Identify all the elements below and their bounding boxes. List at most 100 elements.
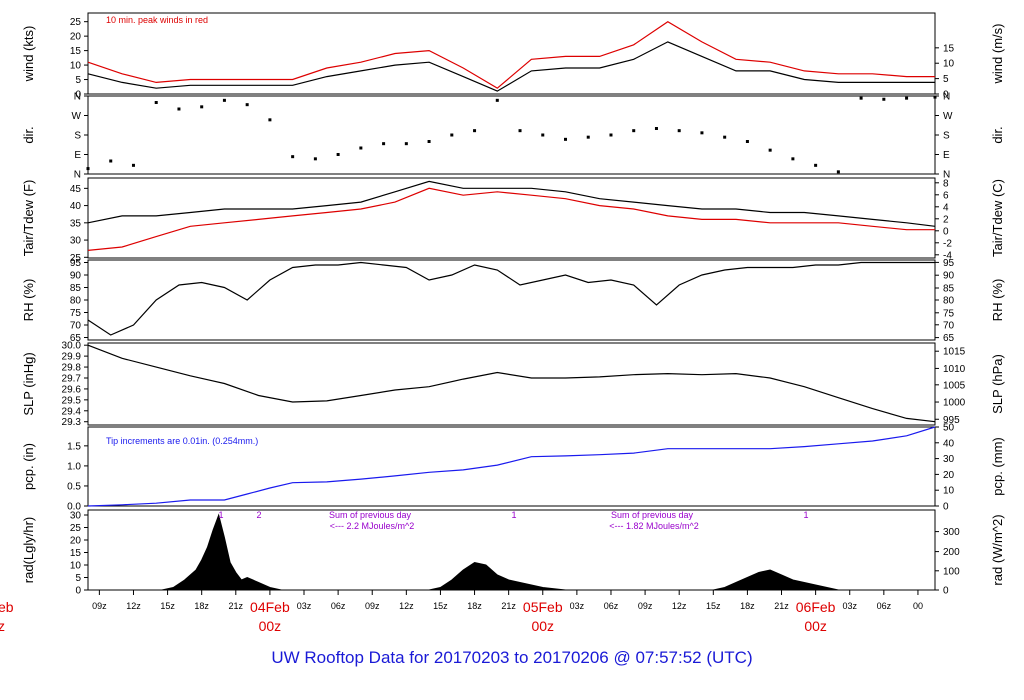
figure-title: UW Rooftop Data for 20170203 to 20170206… — [271, 648, 753, 667]
x-tick-label: 15z — [160, 601, 175, 611]
x-tick-label: 21z — [501, 601, 516, 611]
y-tick-label: S — [74, 131, 81, 142]
y-tick-label: 0.5 — [67, 481, 81, 492]
panel-frame — [87, 426, 936, 507]
y-axis-right-label: Tair/Tdew (C) — [990, 179, 1005, 257]
y-right-tick-label: 300 — [943, 527, 960, 538]
x-tick-label: 06z — [331, 601, 346, 611]
y-tick-label: 29.3 — [62, 417, 82, 428]
y-right-tick-label: 15 — [943, 43, 955, 54]
y-tick-label: 25 — [70, 253, 82, 264]
radiation-area — [88, 513, 935, 591]
x-day-sublabel: 00z — [259, 618, 282, 634]
data-point — [518, 129, 522, 133]
y-right-tick-label: 40 — [943, 438, 955, 449]
y-tick-label: N — [74, 92, 81, 103]
x-day-label: 04Feb — [250, 599, 290, 615]
y-tick-label: 29.5 — [62, 395, 82, 406]
precip-annotation: Tip increments are 0.01in. (0.254mm.) — [106, 436, 258, 446]
y-right-tick-label: W — [943, 111, 953, 122]
series-line — [87, 261, 935, 336]
y-axis-label: dir. — [21, 126, 36, 143]
data-point — [859, 96, 863, 100]
y-axis-right-label: dir. — [990, 126, 1005, 143]
x-day-sublabel: 00z — [804, 618, 827, 634]
y-right-tick-label: -4 — [943, 250, 952, 261]
x-tick-label: 03z — [842, 601, 857, 611]
y-tick-label: 29.7 — [62, 373, 82, 384]
x-tick-label: 06z — [604, 601, 619, 611]
data-point — [495, 98, 499, 102]
data-point — [836, 170, 840, 174]
y-tick-label: 40 — [70, 201, 82, 212]
x-tick-label: 21z — [229, 601, 244, 611]
y-right-tick-label: 95 — [943, 258, 955, 269]
y-tick-label: 30 — [70, 511, 82, 522]
x-tick-label: 21z — [774, 601, 789, 611]
rad-marker: 1 — [803, 510, 808, 520]
data-point — [723, 135, 727, 139]
data-point — [745, 140, 749, 143]
data-point — [291, 155, 295, 159]
series-line — [87, 344, 936, 423]
data-point — [427, 140, 431, 143]
y-right-tick-label: 100 — [943, 566, 960, 577]
y-tick-label: 65 — [70, 333, 82, 344]
y-axis-label: pcp. (in) — [21, 443, 36, 490]
y-axis-label: RH (%) — [21, 279, 36, 322]
y-right-tick-label: 20 — [943, 470, 955, 481]
wind-annotation: 10 min. peak winds in red — [106, 15, 208, 25]
y-tick-label: 25 — [70, 523, 82, 534]
series-line — [87, 187, 935, 251]
y-tick-label: 10 — [70, 561, 82, 572]
y-axis-label: rad(Lgly/hr) — [21, 517, 36, 583]
x-day-label: 05Feb — [523, 599, 563, 615]
rad-marker: 1 — [511, 510, 516, 520]
x-tick-label: 03z — [570, 601, 585, 611]
y-tick-label: 20 — [70, 32, 82, 43]
y-right-tick-label: S — [943, 131, 950, 142]
y-right-tick-label: 0 — [943, 586, 949, 597]
data-point — [382, 142, 386, 146]
data-point — [109, 159, 113, 163]
y-tick-label: 20 — [70, 536, 82, 547]
y-tick-label: 1.5 — [67, 441, 81, 452]
y-right-tick-label: 85 — [943, 284, 955, 295]
x-day-sublabel-cut: z — [0, 618, 5, 634]
x-day-sublabel: 00z — [531, 618, 554, 634]
y-right-tick-label: 5 — [943, 74, 949, 85]
rad-marker: 1 — [218, 510, 223, 520]
y-right-tick-label: 30 — [943, 454, 955, 465]
y-right-tick-label: 1015 — [943, 347, 966, 358]
data-point — [86, 167, 90, 171]
y-tick-label: 10 — [70, 61, 82, 72]
y-tick-label: 85 — [70, 283, 82, 294]
data-point — [933, 95, 937, 99]
y-tick-label: 29.9 — [62, 352, 82, 363]
y-tick-label: 0 — [75, 90, 81, 101]
rad-annotation: Sum of previous day — [329, 510, 412, 520]
y-right-tick-label: E — [943, 150, 950, 161]
data-point — [677, 129, 681, 133]
y-right-tick-label: 4 — [943, 202, 949, 213]
rad-annotation: Sum of previous day — [611, 510, 694, 520]
x-tick-label: 09z — [365, 601, 380, 611]
data-point — [905, 96, 909, 100]
y-tick-label: 75 — [70, 308, 82, 319]
panel-frame — [87, 342, 936, 426]
y-right-tick-label: 75 — [943, 308, 955, 319]
y-right-tick-label: 2 — [943, 214, 949, 225]
y-tick-label: 15 — [70, 46, 82, 57]
data-point — [609, 133, 613, 137]
y-right-tick-label: N — [943, 170, 950, 181]
y-right-tick-label: 65 — [943, 333, 955, 344]
data-point — [177, 107, 181, 111]
data-point — [586, 135, 590, 139]
x-day-label-cut: eb — [0, 599, 14, 615]
x-tick-label: 09z — [92, 601, 107, 611]
y-tick-label: 70 — [70, 321, 82, 332]
y-right-tick-label: 80 — [943, 296, 955, 307]
x-tick-label: 12z — [399, 601, 414, 611]
y-axis-label: SLP (inHg) — [21, 352, 36, 415]
